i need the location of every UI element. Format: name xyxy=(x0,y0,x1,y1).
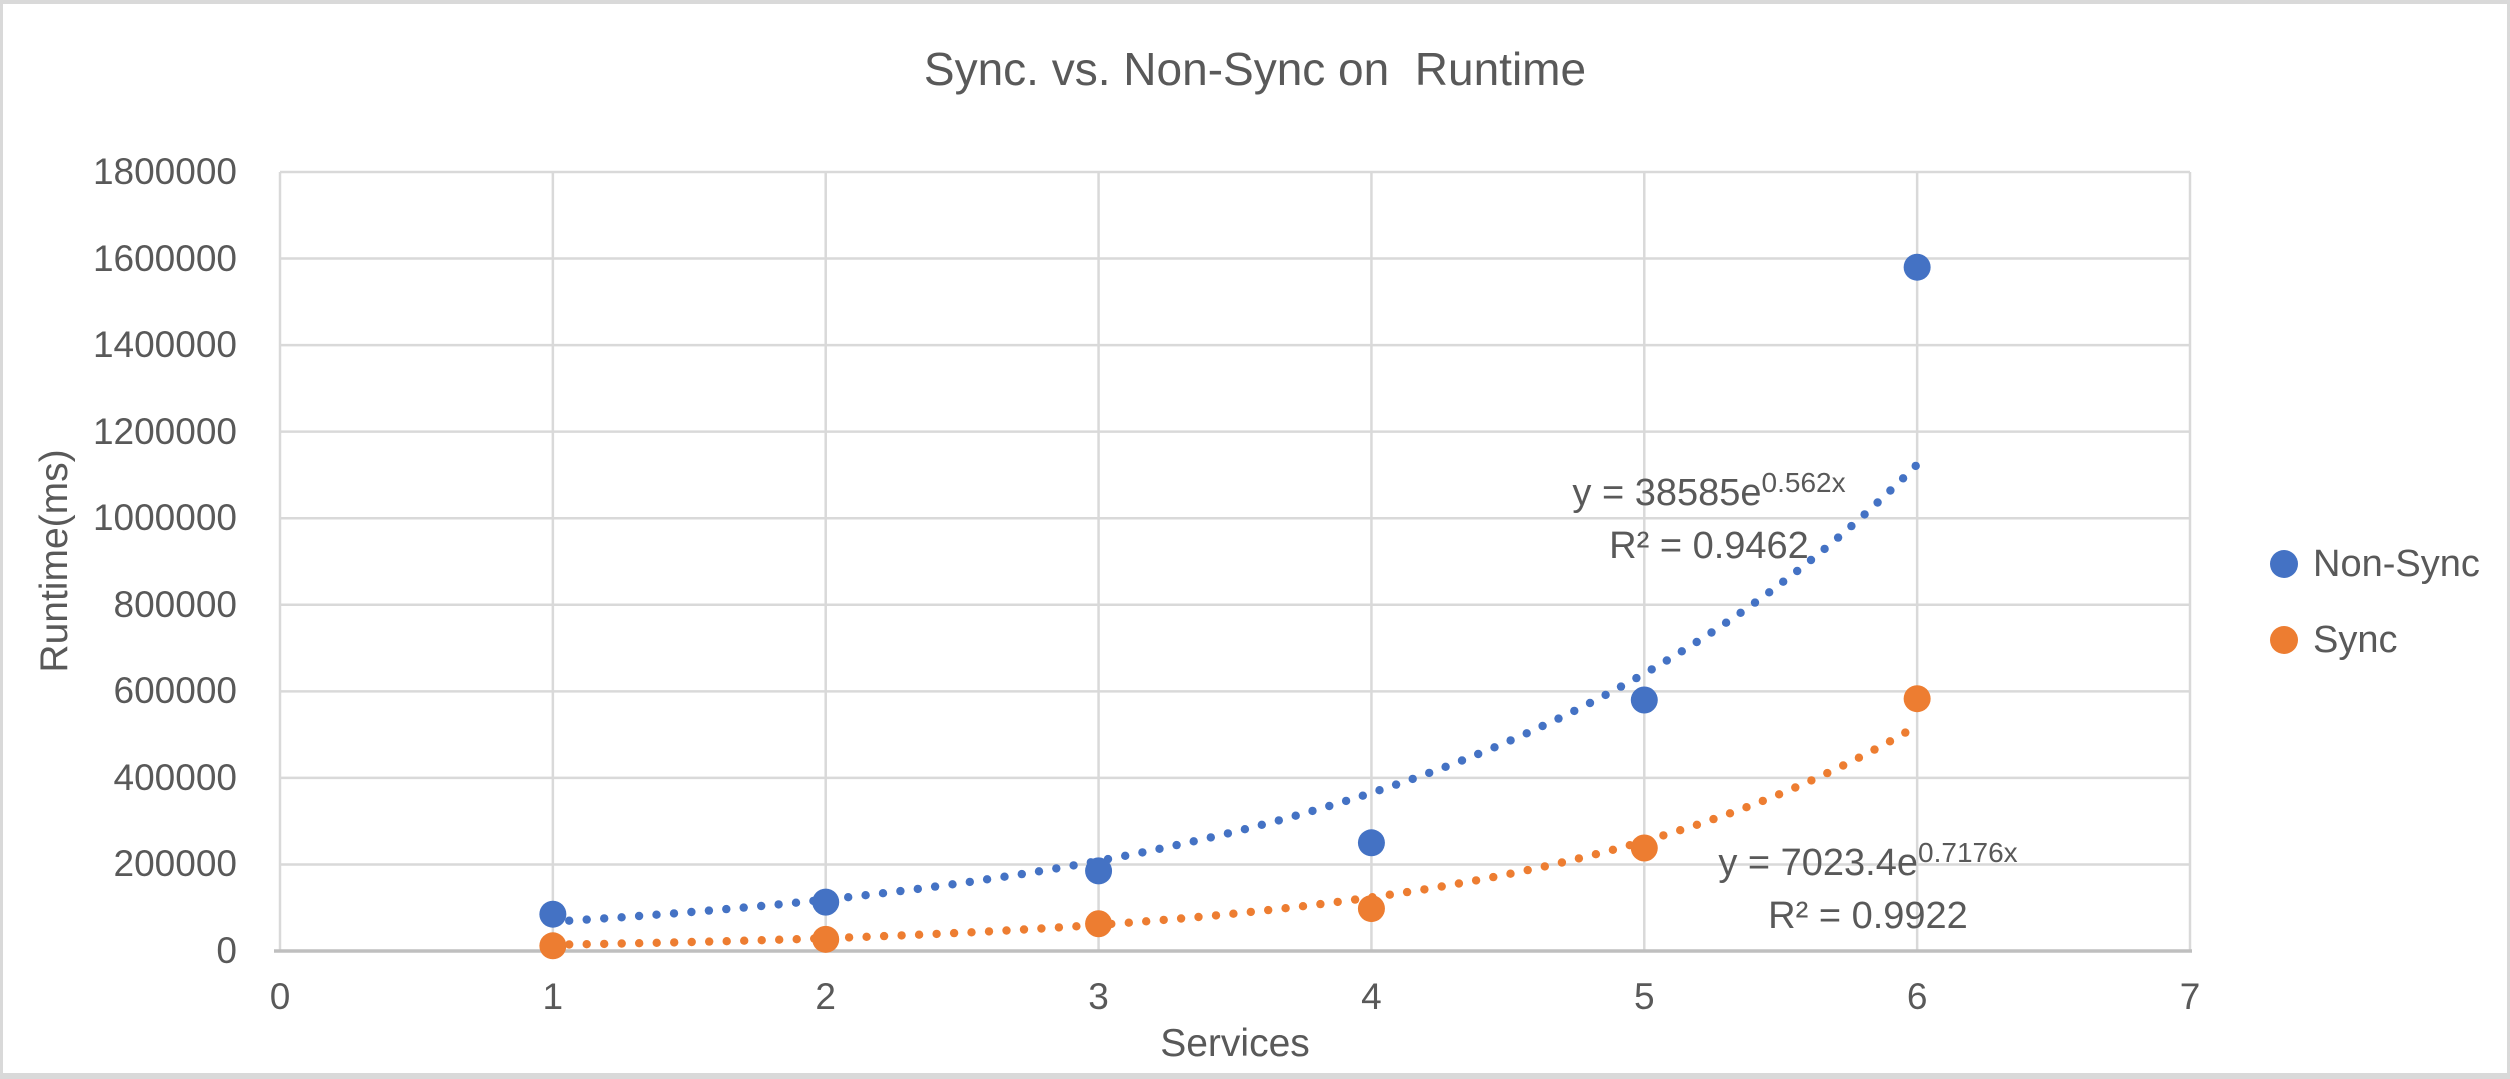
data-point xyxy=(539,900,567,928)
y-tick-label: 0 xyxy=(216,930,237,971)
data-point xyxy=(1085,910,1113,938)
y-tick-label: 1400000 xyxy=(92,324,237,366)
y-tick-label: 1800000 xyxy=(92,151,237,192)
x-tick-label: 5 xyxy=(1633,976,1655,1017)
x-tick-label: 1 xyxy=(542,976,564,1017)
data-point xyxy=(812,888,840,916)
data-point xyxy=(539,932,567,960)
data-point xyxy=(812,925,840,953)
plot-area xyxy=(274,170,2192,960)
equation-exponent: 0.7176x xyxy=(1918,837,2018,868)
series-non-sync xyxy=(539,253,1931,928)
data-point xyxy=(1630,686,1658,714)
y-tick-label: 600000 xyxy=(113,670,237,712)
legend-label: Sync xyxy=(2313,619,2398,661)
trendline-non-sync xyxy=(565,461,1920,925)
trendline-sync xyxy=(565,728,1910,949)
x-tick-label: 6 xyxy=(1906,976,1928,1017)
y-tick-label: 1600000 xyxy=(92,237,237,279)
y-tick-label: 400000 xyxy=(113,756,237,798)
r-squared-text: R² = 0.9922 xyxy=(1768,895,1968,937)
trend-equation-non-sync: y = 38585e0.562x R² = 0.9462 xyxy=(1572,467,1846,571)
data-point xyxy=(1085,857,1113,885)
legend-marker-icon xyxy=(2270,550,2298,578)
legend-marker-icon xyxy=(2270,626,2298,654)
x-tick-label: 4 xyxy=(1361,976,1382,1017)
equation-text: y = 38585e0.562x xyxy=(1572,467,1846,514)
y-tick-label: 800000 xyxy=(113,583,237,625)
y-tick-label: 200000 xyxy=(113,843,237,885)
x-tick-label: 7 xyxy=(2179,976,2201,1017)
data-point xyxy=(1903,253,1931,281)
r-squared-text: R² = 0.9462 xyxy=(1609,525,1809,567)
y-tick-label: 1000000 xyxy=(92,497,237,539)
equation-exponent: 0.562x xyxy=(1761,467,1846,498)
y-tick-label: 1200000 xyxy=(92,410,237,452)
legend-item-non-sync: Non-Sync xyxy=(2270,540,2480,588)
legend-item-sync: Sync xyxy=(2270,616,2397,664)
legend-label: Non-Sync xyxy=(2313,543,2480,585)
data-point xyxy=(1357,829,1385,857)
gridlines xyxy=(278,170,2192,951)
chart-title: Sync. vs. Non-Sync on Runtime xyxy=(923,43,1587,95)
trend-equation-sync: y = 7023.4e0.7176x R² = 0.9922 xyxy=(1718,837,2018,941)
x-tick-label: 2 xyxy=(815,976,836,1017)
x-axis-title: Services xyxy=(1160,1022,1310,1065)
data-point xyxy=(1630,834,1658,862)
x-tick-label: 0 xyxy=(269,976,291,1017)
series-sync xyxy=(539,685,1931,960)
x-tick-label: 3 xyxy=(1088,976,1109,1017)
equation-text: y = 7023.4e0.7176x xyxy=(1718,837,2018,884)
data-point xyxy=(1357,895,1385,923)
data-point xyxy=(1903,685,1931,713)
